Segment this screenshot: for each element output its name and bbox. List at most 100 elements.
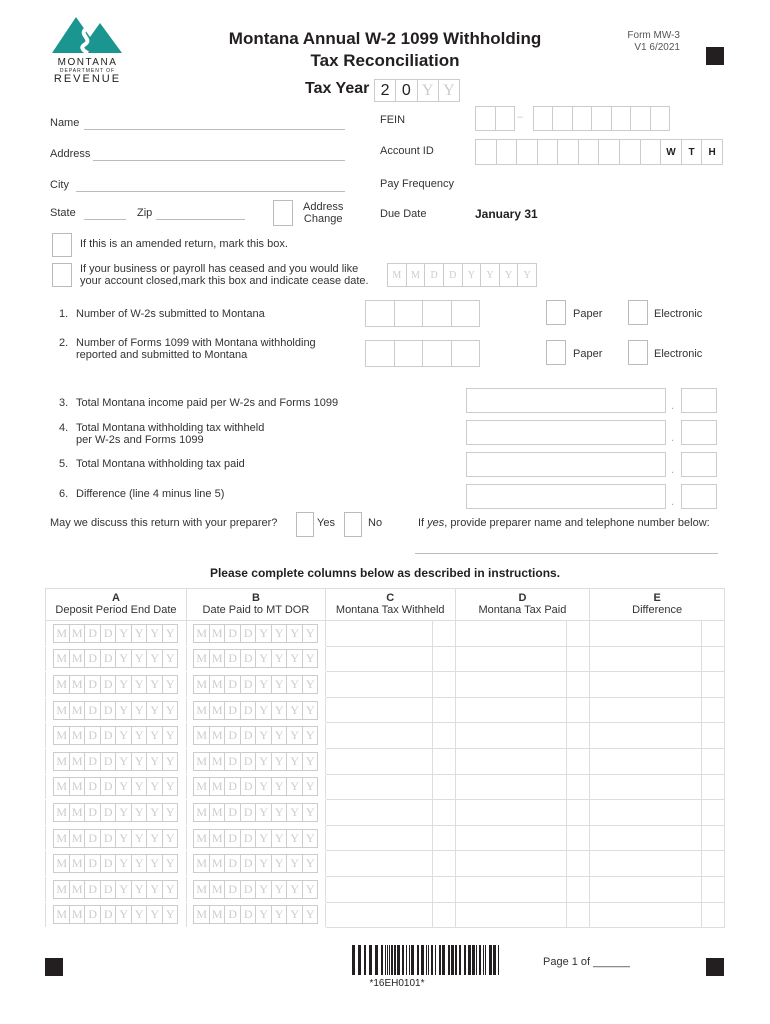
line-amount-input[interactable]	[466, 388, 666, 413]
name-input[interactable]	[84, 129, 345, 130]
tax-withheld-cell[interactable]	[324, 747, 456, 775]
state-input[interactable]	[84, 219, 126, 220]
ceased-checkbox[interactable]	[52, 263, 72, 287]
electronic-checkbox[interactable]	[628, 300, 648, 325]
barcode-bar	[459, 945, 461, 975]
discuss-no-checkbox[interactable]	[344, 512, 362, 537]
barcode-bar	[369, 945, 372, 975]
fein-prefix-input[interactable]	[475, 106, 515, 131]
difference-cell[interactable]	[589, 747, 725, 775]
tax-withheld-cell[interactable]	[324, 901, 456, 929]
difference-cell[interactable]	[589, 722, 725, 749]
difference-cell[interactable]	[589, 901, 725, 929]
date-placeholder: Y	[147, 650, 163, 668]
line-amount-input[interactable]	[466, 420, 666, 445]
tax-withheld-cell[interactable]	[324, 875, 456, 903]
tax-paid-cell[interactable]	[454, 671, 591, 698]
tax-withheld-cell[interactable]	[324, 722, 456, 749]
paper-checkbox[interactable]	[546, 300, 566, 325]
line-cents-input[interactable]	[681, 420, 717, 445]
fein-suffix-input[interactable]	[533, 106, 670, 131]
electronic-checkbox[interactable]	[628, 340, 648, 365]
tax-withheld-cell[interactable]	[324, 850, 456, 877]
difference-cell[interactable]	[589, 671, 725, 698]
line-number: 2.	[59, 337, 69, 349]
zip-input[interactable]	[156, 219, 245, 220]
date-placeholder: Y	[287, 855, 303, 873]
column-label: Montana Tax Withheld	[335, 604, 445, 616]
difference-cell[interactable]	[589, 773, 725, 801]
tax-paid-cell[interactable]	[454, 747, 591, 775]
city-input[interactable]	[76, 191, 345, 192]
amended-checkbox[interactable]	[52, 233, 72, 257]
tax-paid-cell[interactable]	[454, 620, 591, 647]
difference-cell[interactable]	[589, 875, 725, 903]
cents-part	[433, 851, 455, 876]
line-cents-input[interactable]	[681, 452, 717, 477]
difference-cell[interactable]	[589, 645, 725, 673]
difference-cell[interactable]	[589, 850, 725, 877]
tax-withheld-cell[interactable]	[324, 773, 456, 801]
tax-paid-cell[interactable]	[454, 645, 591, 673]
tax-withheld-cell[interactable]	[324, 645, 456, 673]
cents-part	[702, 647, 724, 672]
line-count-input[interactable]	[365, 340, 480, 367]
preparer-input[interactable]	[415, 553, 718, 554]
discuss-yes-checkbox[interactable]	[296, 512, 314, 537]
tax-paid-cell[interactable]	[454, 799, 591, 826]
tax-withheld-cell[interactable]	[324, 671, 456, 698]
difference-cell[interactable]	[589, 824, 725, 852]
cents-part	[433, 800, 455, 825]
line-count-input[interactable]	[365, 300, 480, 327]
tax-withheld-cell[interactable]	[324, 696, 456, 724]
line-cents-input[interactable]	[681, 388, 717, 413]
address-input[interactable]	[93, 160, 345, 161]
tax-paid-cell[interactable]	[454, 773, 591, 801]
line-amount-input[interactable]	[466, 484, 666, 509]
difference-cell[interactable]	[589, 696, 725, 724]
tax-paid-cell[interactable]	[454, 875, 591, 903]
paper-checkbox[interactable]	[546, 340, 566, 365]
difference-cell[interactable]	[589, 620, 725, 647]
tax-paid-cell[interactable]	[454, 696, 591, 724]
date-placeholder: Y	[287, 752, 303, 770]
tax-paid-cell[interactable]	[454, 824, 591, 852]
tax-withheld-cell[interactable]	[324, 824, 456, 852]
line-cents-input[interactable]	[681, 484, 717, 509]
tax-withheld-cell[interactable]	[324, 620, 456, 647]
address-change-checkbox[interactable]	[273, 200, 293, 226]
tax-paid-cell[interactable]	[454, 901, 591, 929]
tax-paid-cell[interactable]	[454, 722, 591, 749]
tax-paid-cell[interactable]	[454, 850, 591, 877]
line-amount-input[interactable]	[466, 452, 666, 477]
tax-withheld-cell[interactable]	[324, 799, 456, 826]
difference-cell[interactable]	[589, 799, 725, 826]
